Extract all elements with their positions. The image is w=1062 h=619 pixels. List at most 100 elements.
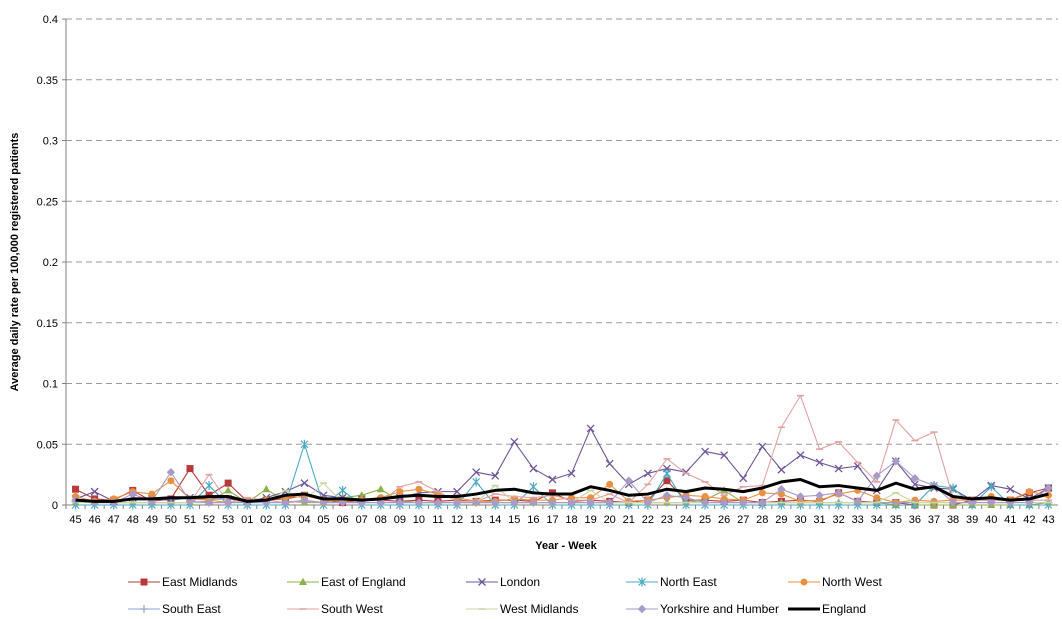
data-point xyxy=(148,490,156,498)
legend-label: England xyxy=(822,602,866,616)
x-tick-label: 38 xyxy=(947,514,959,526)
legend-label: South West xyxy=(321,602,383,616)
data-point xyxy=(396,488,404,496)
series-line xyxy=(75,477,1049,503)
y-tick-label: 0.2 xyxy=(43,257,58,269)
data-point xyxy=(853,462,862,471)
data-point xyxy=(491,471,500,480)
x-tick-label: 22 xyxy=(642,514,654,526)
data-point xyxy=(586,498,595,507)
legend-label: London xyxy=(500,575,540,589)
data-point xyxy=(472,477,481,487)
y-tick-labels: 0 0.05 0.1 0.15 0.2 0.25 0.3 0.35 0.4 xyxy=(37,14,58,512)
legend-marker xyxy=(299,577,307,585)
series-england xyxy=(75,477,1049,503)
data-point xyxy=(910,480,919,489)
legend-marker xyxy=(800,578,808,586)
x-tick-label: 25 xyxy=(699,514,711,526)
data-point xyxy=(777,465,786,474)
data-point xyxy=(967,498,977,507)
x-tick-label: 37 xyxy=(928,514,940,526)
data-point xyxy=(987,482,996,492)
data-point xyxy=(1025,488,1033,496)
data-point xyxy=(166,467,176,477)
data-point xyxy=(185,497,195,506)
x-tick-label: 03 xyxy=(279,514,291,526)
x-tick-label: 15 xyxy=(508,514,520,526)
data-point xyxy=(834,488,843,498)
x-tick-label: 42 xyxy=(1023,514,1035,526)
data-point xyxy=(586,424,595,433)
data-point xyxy=(415,485,423,493)
data-point xyxy=(701,447,710,456)
data-point xyxy=(891,457,901,466)
x-tick-label: 28 xyxy=(756,514,768,526)
legend-item-england: England xyxy=(788,602,866,616)
legend-label: South East xyxy=(162,602,221,616)
axes xyxy=(62,18,1058,509)
data-point xyxy=(452,498,462,507)
x-tick-label: 40 xyxy=(985,514,997,526)
legend-label: North West xyxy=(822,575,882,589)
data-point xyxy=(700,498,710,507)
data-point xyxy=(433,498,443,507)
data-point xyxy=(720,451,729,460)
x-tick-label: 29 xyxy=(775,514,787,526)
data-point xyxy=(338,485,347,495)
data-point xyxy=(719,498,729,507)
data-point xyxy=(90,487,99,496)
x-tick-label: 08 xyxy=(375,514,387,526)
series xyxy=(71,394,1053,510)
legend-item-north-east: North East xyxy=(626,575,717,589)
data-point xyxy=(1006,485,1015,494)
data-point xyxy=(701,492,709,500)
x-tick-label: 45 xyxy=(69,514,81,526)
data-point xyxy=(643,469,652,478)
x-tick-label: 20 xyxy=(604,514,616,526)
data-point xyxy=(796,492,805,501)
x-tick-label: 19 xyxy=(584,514,596,526)
x-tick-label: 34 xyxy=(871,514,883,526)
data-point xyxy=(223,498,233,507)
data-point xyxy=(643,498,653,507)
x-tick-label: 24 xyxy=(680,514,692,526)
x-tick-label: 11 xyxy=(432,514,443,526)
x-tick-label: 23 xyxy=(661,514,673,526)
x-tick-label: 46 xyxy=(88,514,100,526)
x-tick-label: 49 xyxy=(146,514,158,526)
data-point xyxy=(872,471,881,481)
y-tick-label: 0.35 xyxy=(37,75,58,87)
data-point xyxy=(1025,498,1034,507)
data-point xyxy=(395,498,405,507)
data-point xyxy=(910,474,920,483)
series-line xyxy=(75,427,1049,502)
data-point xyxy=(128,489,137,499)
data-point xyxy=(186,465,194,473)
x-tick-label: 52 xyxy=(203,514,215,526)
data-point xyxy=(567,469,576,478)
legend-marker xyxy=(140,578,148,586)
data-point xyxy=(167,477,175,485)
legend-item-north-west: North West xyxy=(788,575,882,589)
y-tick-label: 0.4 xyxy=(43,14,58,26)
data-point xyxy=(987,498,996,507)
data-point xyxy=(605,498,614,507)
gridlines xyxy=(66,18,1058,445)
data-point xyxy=(72,485,80,493)
data-point xyxy=(1006,498,1015,507)
data-point xyxy=(376,485,385,493)
data-point xyxy=(453,487,462,496)
data-point xyxy=(510,437,519,446)
x-tick-label: 01 xyxy=(241,514,253,526)
data-point xyxy=(624,476,633,485)
data-point xyxy=(281,498,290,507)
x-tick-label: 10 xyxy=(413,514,425,526)
x-tick-label: 47 xyxy=(108,514,120,526)
legend-label: East of England xyxy=(321,575,406,589)
series-line xyxy=(75,443,1049,506)
x-tick-label: 51 xyxy=(184,514,196,526)
x-tick-label: 36 xyxy=(909,514,921,526)
y-tick-label: 0.15 xyxy=(37,318,58,330)
y-tick-label: 0.1 xyxy=(43,379,58,391)
data-point xyxy=(739,474,748,483)
